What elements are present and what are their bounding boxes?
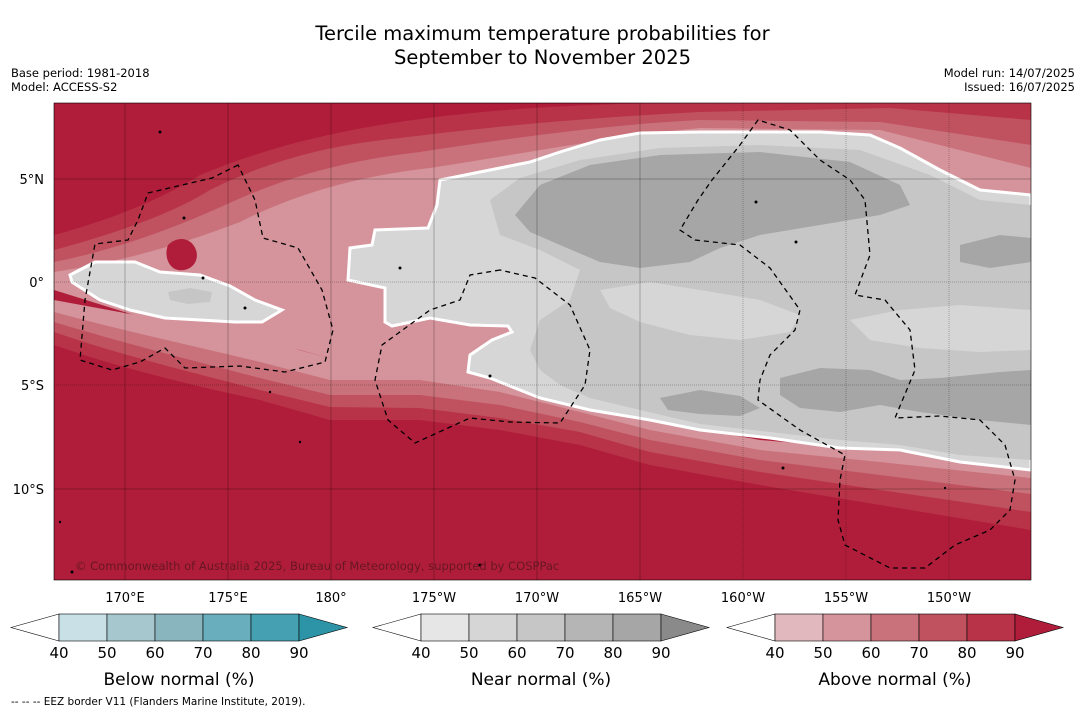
colorbar-tick-label: 60 (861, 644, 880, 662)
colorbar-tick-label: 80 (603, 644, 622, 662)
island-markers (58, 130, 947, 574)
colorbar-extend-low (371, 613, 422, 642)
near-normal-70-south (780, 368, 1031, 425)
map-frame (53, 102, 1032, 581)
title-line-1: Tercile maximum temperature probabilitie… (315, 22, 770, 45)
lon-label-175w: 175°W (412, 591, 456, 606)
model-run-text: Model run: 14/07/2025 (943, 66, 1075, 80)
run-info: Model run: 14/07/2025 Issued: 16/07/2025 (944, 66, 1075, 94)
colorbar-segment (250, 613, 300, 642)
colorbar-title: Near normal (%) (471, 670, 611, 690)
colorbar-near: 40 50 60 70 80 90 Near normal (%) (371, 613, 711, 690)
longitude-labels: 170°E 175°E 180° 175°W 170°W 165°W 160°W… (105, 591, 971, 606)
colorbar-tick-label: 70 (555, 644, 574, 662)
colorbar-tick-label: 70 (909, 644, 928, 662)
colorbar-tick-label: 60 (507, 644, 526, 662)
copyright-text: © Commonwealth of Australia 2025, Bureau… (75, 559, 559, 573)
colorbar-tick-label: 60 (145, 644, 164, 662)
colorbar-title: Above normal (%) (818, 670, 971, 690)
lat-label-5s: 5°S (21, 379, 44, 394)
colorbar-tick-label: 90 (289, 644, 308, 662)
near-normal-50-patch (600, 282, 800, 340)
colorbar-below: 40 50 60 70 80 90 Below normal (%) (9, 613, 349, 690)
colorbar-tick-label: 40 (411, 644, 430, 662)
colorbar-tick-label: 90 (651, 644, 670, 662)
eez-borders (79, 119, 1016, 569)
base-period-text: Base period: 1981-2018 (11, 66, 150, 80)
lat-label-10s: 10°S (13, 483, 44, 498)
model-text: Model: ACCESS-S2 (11, 80, 118, 94)
lon-label-150w: 150°W (927, 591, 971, 606)
near-normal-70-south2 (660, 390, 760, 416)
west-red-spot (166, 238, 197, 271)
colorbar-tick-label: 70 (193, 644, 212, 662)
colorbar-tick-label: 90 (1005, 644, 1024, 662)
colorbar-segment (106, 613, 156, 642)
lon-label-155w: 155°W (824, 591, 868, 606)
colorbar-segment (822, 613, 872, 642)
colorbar-segment (966, 613, 1016, 642)
lon-label-170e: 170°E (105, 591, 145, 606)
lat-label-5n: 5°N (20, 173, 45, 188)
colorbar-tick-label: 40 (49, 644, 68, 662)
colorbar-segment (468, 613, 518, 642)
colorbar-extend-low (725, 613, 776, 642)
eez-border-line-islands (679, 119, 1016, 569)
issued-text: Issued: 16/07/2025 (964, 80, 1075, 94)
near-normal-70-east (960, 235, 1031, 268)
map-field: © Commonwealth of Australia 2025, Bureau… (54, 103, 1031, 580)
lon-label-165w: 165°W (618, 591, 662, 606)
gridlines (54, 103, 1031, 580)
colorbar-extend-high (1014, 613, 1065, 642)
colorbar-extend-high (298, 613, 349, 642)
eez-border-kiribati-gilbert (79, 164, 334, 373)
south-band-90 (54, 345, 1031, 580)
colorbars: 40 50 60 70 80 90 Below normal (%) 40 50 60 70 80 90… (9, 613, 1065, 690)
colorbar-segment (612, 613, 662, 642)
near-normal-50-patch2 (850, 305, 1031, 352)
colorbar-segment (870, 613, 920, 642)
colorbar-extend-high (660, 613, 711, 642)
colorbar-segment (516, 613, 566, 642)
latitude-labels: 5°N 0° 5°S 10°S (13, 173, 44, 498)
colorbar-segment (774, 613, 824, 642)
colorbar-tick-label: 80 (957, 644, 976, 662)
colorbar-extend-low (9, 613, 60, 642)
lon-label-170w: 170°W (515, 591, 559, 606)
colorbar-segment (58, 613, 108, 642)
colorbar-segment (918, 613, 968, 642)
base-info: Base period: 1981-2018 Model: ACCESS-S2 (11, 66, 150, 94)
colorbar-above: 40 50 60 70 80 90 Above normal (%) (725, 613, 1065, 690)
colorbar-tick-label: 50 (97, 644, 116, 662)
near-normal-70-north (515, 152, 910, 268)
colorbar-tick-label: 50 (813, 644, 832, 662)
lon-label-160w: 160°W (721, 591, 765, 606)
chart-title: Tercile maximum temperature probabilitie… (0, 22, 1085, 70)
eez-footnote: -- -- -- EEZ border V11 (Flanders Marine… (11, 696, 306, 708)
colorbar-segment (154, 613, 204, 642)
colorbar-title: Below normal (%) (104, 670, 255, 690)
colorbar-tick-label: 50 (459, 644, 478, 662)
eez-border-south-central (374, 269, 591, 444)
lat-label-0: 0° (29, 276, 44, 291)
colorbar-tick-label: 80 (241, 644, 260, 662)
title-line-2: September to November 2025 (393, 46, 692, 69)
colorbar-segment (420, 613, 470, 642)
colorbar-segment (564, 613, 614, 642)
west-near-normal-inner (168, 288, 212, 304)
colorbar-tick-label: 40 (765, 644, 784, 662)
lon-label-180: 180° (315, 591, 346, 606)
lon-label-175e: 175°E (208, 591, 248, 606)
colorbar-segment (202, 613, 252, 642)
